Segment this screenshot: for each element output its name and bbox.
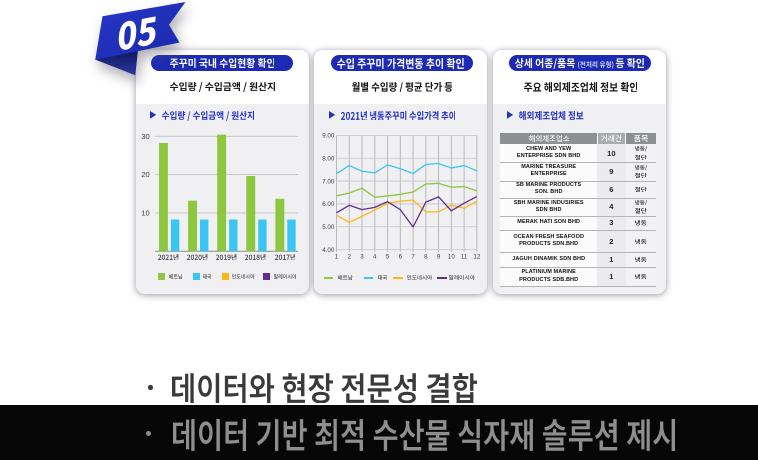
svg-text:9.00: 9.00	[322, 133, 335, 140]
svg-text:1: 1	[335, 254, 339, 261]
svg-text:7.00: 7.00	[322, 178, 335, 185]
svg-text:5.00: 5.00	[322, 224, 335, 231]
svg-text:2: 2	[348, 254, 352, 261]
svg-text:11: 11	[461, 254, 468, 261]
svg-text:4.00: 4.00	[322, 247, 335, 254]
svg-text:9: 9	[437, 254, 441, 261]
svg-text:8: 8	[424, 254, 428, 261]
svg-text:7: 7	[411, 254, 415, 261]
svg-text:30: 30	[141, 132, 149, 141]
svg-text:12: 12	[473, 254, 480, 261]
svg-text:8.00: 8.00	[322, 155, 335, 162]
svg-text:3: 3	[360, 254, 364, 261]
svg-text:6: 6	[399, 254, 403, 261]
svg-text:5: 5	[386, 254, 390, 261]
svg-text:6.00: 6.00	[322, 201, 335, 208]
svg-text:20: 20	[141, 170, 149, 179]
svg-text:4: 4	[373, 254, 377, 261]
svg-text:10: 10	[448, 254, 455, 261]
svg-text:10: 10	[141, 209, 149, 218]
